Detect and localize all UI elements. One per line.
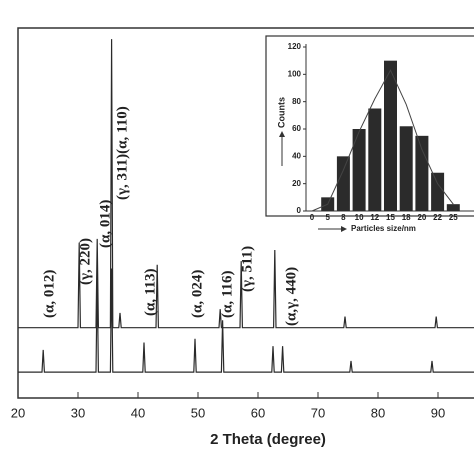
y-tick-label: 0 xyxy=(297,206,302,215)
x-tick-label: 20 xyxy=(417,213,426,222)
fit-curve xyxy=(311,69,454,212)
x-tick-label: 15 xyxy=(386,213,395,222)
peak-label: (α, 116) xyxy=(219,270,235,318)
bar xyxy=(384,60,397,211)
peak-label: (α, 024) xyxy=(189,270,205,318)
bar xyxy=(352,129,366,211)
bar xyxy=(431,172,445,211)
peak-label: (α, 113) xyxy=(142,268,158,316)
x-tick-label: 30 xyxy=(71,405,85,420)
peak-label: (α, 012) xyxy=(41,270,57,318)
bar xyxy=(446,204,460,211)
peak-label: (γ, 311)(α, 110) xyxy=(114,106,130,200)
x-tick-label: 70 xyxy=(311,405,325,420)
y-tick-label: 120 xyxy=(288,42,302,51)
plot-frame xyxy=(17,27,474,399)
bar xyxy=(336,156,350,211)
x-tick-label: 60 xyxy=(251,405,265,420)
x-tick-label: 50 xyxy=(191,405,205,420)
x-tick-label: 12 xyxy=(370,213,379,222)
y-tick-label: 20 xyxy=(292,179,301,188)
y-tick-label: 80 xyxy=(292,97,301,106)
bar xyxy=(399,126,413,211)
inset: Counts Particles size/nm 020406080100120… xyxy=(265,35,474,233)
x-tick-label: 5 xyxy=(325,213,330,222)
y-tick-label: 60 xyxy=(292,124,301,133)
x-tick-label: 18 xyxy=(402,213,411,222)
x-tick-label: 80 xyxy=(371,405,385,420)
peak-label: (γ, 511) xyxy=(239,246,255,292)
peak-label: (α, 014) xyxy=(97,200,113,248)
inset-y-label: Counts xyxy=(276,97,286,128)
peak-label: (γ, 220) xyxy=(77,238,93,285)
x-tick-label: 0 xyxy=(310,213,315,222)
x-tick-label: 8 xyxy=(341,213,346,222)
arrow-head xyxy=(279,131,285,137)
y-tick-label: 40 xyxy=(292,151,301,160)
x-tick-label: 20 xyxy=(11,405,25,420)
x-tick-label: 22 xyxy=(433,213,442,222)
x-tick-label: 25 xyxy=(449,213,458,222)
bar xyxy=(415,135,429,211)
x-tick-label: 10 xyxy=(355,213,364,222)
arrow-head xyxy=(341,226,347,232)
bar xyxy=(368,108,382,211)
x-axis-label: 2 Theta (degree) xyxy=(210,431,326,448)
inset-x-label: Particles size/nm xyxy=(351,224,416,233)
xrd-line xyxy=(18,268,474,373)
y-tick-label: 100 xyxy=(288,69,302,78)
x-tick-label: 40 xyxy=(131,405,145,420)
x-tick-label: 90 xyxy=(431,405,445,420)
peak-label: (α,γ, 440) xyxy=(283,267,299,326)
